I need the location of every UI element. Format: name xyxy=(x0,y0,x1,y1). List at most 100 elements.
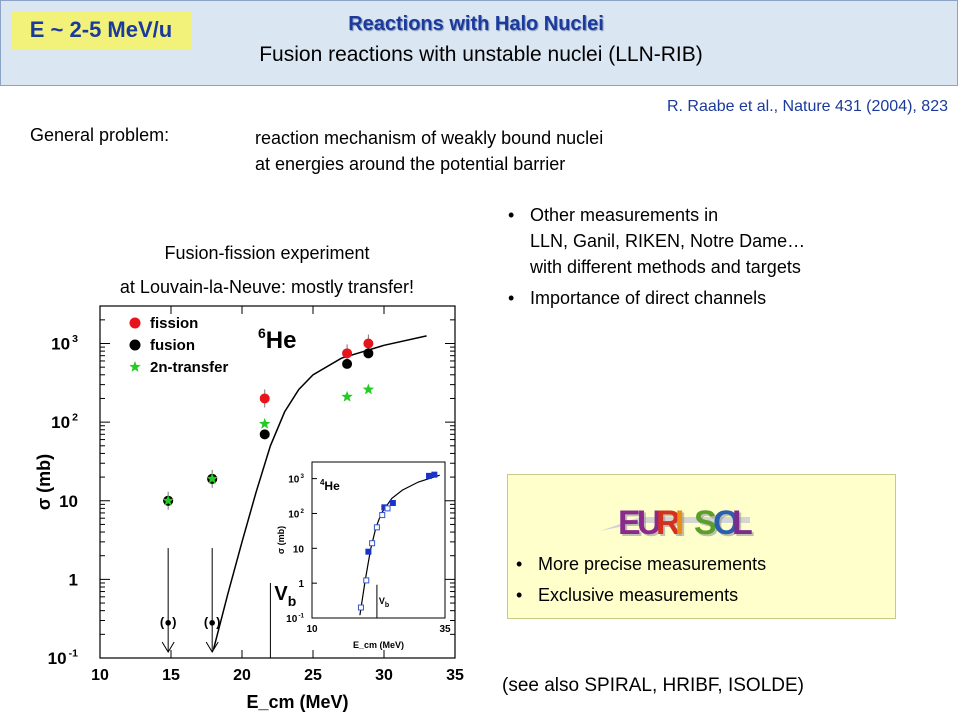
inset-x-tick-label: 10 xyxy=(306,624,318,635)
eurisol-item: • Exclusive measurements xyxy=(516,582,766,608)
citation: R. Raabe et al., Nature 431 (2004), 823 xyxy=(666,98,948,115)
legend-marker xyxy=(129,317,141,329)
inset-data-point-filled xyxy=(426,472,433,479)
inset-data-point-filled xyxy=(431,471,438,478)
upper-limit-arrow xyxy=(161,641,175,653)
y-tick-label: 1 xyxy=(69,570,78,589)
x-tick-label: 20 xyxy=(233,667,251,684)
data-point-fission xyxy=(342,348,353,359)
logo-shadow xyxy=(600,517,750,531)
y-tick-label: 10 2 xyxy=(51,411,78,432)
model-curve xyxy=(212,335,427,650)
x-tick-label: 30 xyxy=(375,667,393,684)
general-problem-label: General problem: xyxy=(30,125,170,145)
bullet-line: Importance of direct channels xyxy=(530,288,767,308)
logo-letter-shadow: E xyxy=(620,506,643,544)
x-tick-label: 35 xyxy=(446,667,464,684)
y-axis-label: σ (mb) xyxy=(34,454,54,510)
data-point-fission xyxy=(259,393,270,404)
inset-data-point-open xyxy=(369,540,376,547)
general-problem-text: reaction mechanism of weakly bound nucle… xyxy=(255,125,603,177)
see-also-note: (see also SPIRAL, HRIBF, ISOLDE) xyxy=(502,675,804,696)
inset-data-point-filled xyxy=(365,548,372,555)
data-point-2n-transfer xyxy=(341,390,353,402)
logo-letter: E xyxy=(618,504,641,542)
logo-letter-shadow: I xyxy=(677,506,686,544)
bullet-dot: • xyxy=(516,585,523,605)
data-point-fusion xyxy=(259,429,270,440)
eurisol-item-text: More precise measurements xyxy=(538,554,767,574)
inset-x-axis-label: E_cm (MeV) xyxy=(353,640,404,650)
logo-letter-shadow: O xyxy=(715,506,741,544)
inset-data-point-open xyxy=(373,524,380,531)
barrier-label: Vb xyxy=(274,583,296,609)
bullet-dot: • xyxy=(516,554,523,574)
inset-data-point-filled xyxy=(389,499,396,506)
inset-y-tick-label: 10-1 xyxy=(286,613,304,626)
upper-limit-label: (●) xyxy=(160,615,177,630)
bullet-item: • Importance of direct channels xyxy=(508,285,928,311)
title-banner: E ~ 2-5 MeV/u Reactions with Halo Nuclei… xyxy=(0,0,958,86)
eurisol-item-text: Exclusive measurements xyxy=(538,585,739,605)
inset-data-point-open xyxy=(384,505,391,512)
energy-badge: E ~ 2-5 MeV/u xyxy=(11,11,191,49)
bullet-text: Other measurements in LLN, Ganil, RIKEN,… xyxy=(530,202,805,280)
legend-label: fusion xyxy=(150,337,195,354)
logo-letter: I xyxy=(675,504,684,542)
cross-section-chart: 10 15 20 25 30 35 10 -1 1 10 10 2 10 3 E_cm (MeV) σ (mb… xyxy=(34,305,464,712)
inset-frame xyxy=(311,461,446,619)
data-point-fusion xyxy=(363,348,374,359)
inset-y-tick-label: 10 xyxy=(293,544,305,555)
nucleus-label: 6He xyxy=(258,325,296,354)
inset-data-point-filled xyxy=(381,504,388,511)
data-point-2n-transfer xyxy=(162,494,174,506)
data-point-2n-transfer xyxy=(259,417,271,429)
inset-y-tick-label: 1 xyxy=(298,579,304,590)
legend-label: fission xyxy=(150,315,198,332)
x-axis-label: E_cm (MeV) xyxy=(246,692,348,712)
y-tick-label: 10 3 xyxy=(51,333,78,354)
logo-letter: U xyxy=(637,504,662,542)
bullet-item: • Other measurements in LLN, Ganil, RIKE… xyxy=(508,202,928,280)
general-problem-line: at energies around the potential barrier xyxy=(255,154,566,174)
data-point-2n-transfer xyxy=(206,472,218,484)
x-tick-label: 15 xyxy=(162,667,180,684)
legend-label: 2n-transfer xyxy=(150,359,229,376)
experiment-caption-line: at Louvain-la-Neuve: mostly transfer! xyxy=(119,277,415,297)
logo-letter-shadow: L xyxy=(734,506,755,544)
y-tick-label: 10 -1 xyxy=(48,647,78,668)
general-problem-line: reaction mechanism of weakly bound nucle… xyxy=(255,128,604,148)
data-point-fusion xyxy=(342,358,353,369)
logo-letter: S xyxy=(694,504,717,542)
eurisol-list: • More precise measurements • Exclusive … xyxy=(516,551,766,613)
logo-letter: R xyxy=(656,504,681,542)
inset-chart: 10 35 10-1 1 10 102 103 E_cm (MeV) σ (mb) 4He Vb xyxy=(276,461,451,650)
inset-barrier-label: Vb xyxy=(379,596,389,609)
experiment-caption: Fusion-fission experiment at Louvain-la-… xyxy=(64,236,470,304)
logo-letter-shadow: U xyxy=(639,506,664,544)
slide-title: Reactions with Halo Nuclei xyxy=(348,13,604,35)
bullet-line: with different methods and targets xyxy=(530,257,801,277)
upper-limit-arrow xyxy=(205,641,219,653)
inset-y-axis-label: σ (mb) xyxy=(276,526,286,554)
bullet-list: • Other measurements in LLN, Ganil, RIKE… xyxy=(508,202,928,316)
bullet-text: Importance of direct channels xyxy=(530,285,766,311)
logo-letter: O xyxy=(713,504,739,542)
x-tick-label: 10 xyxy=(91,667,109,684)
eurisol-item: • More precise measurements xyxy=(516,551,766,577)
data-point-fission xyxy=(363,338,374,349)
inset-data-point-open xyxy=(357,604,364,611)
experiment-caption-line: Fusion-fission experiment xyxy=(164,243,370,263)
logo-letter-shadow: S xyxy=(696,506,719,544)
inset-data-point-open xyxy=(363,577,370,584)
inset-data-point-open xyxy=(379,512,386,519)
bullet-line: LLN, Ganil, RIKEN, Notre Dame… xyxy=(530,231,806,251)
data-point-2n-transfer xyxy=(362,383,375,395)
legend-marker xyxy=(129,361,141,372)
upper-limit-label: (●) xyxy=(204,615,221,630)
inset-nucleus-label: 4He xyxy=(320,478,340,493)
bullet-line: Other measurements in xyxy=(530,205,719,225)
bullet-dot: • xyxy=(508,205,515,225)
